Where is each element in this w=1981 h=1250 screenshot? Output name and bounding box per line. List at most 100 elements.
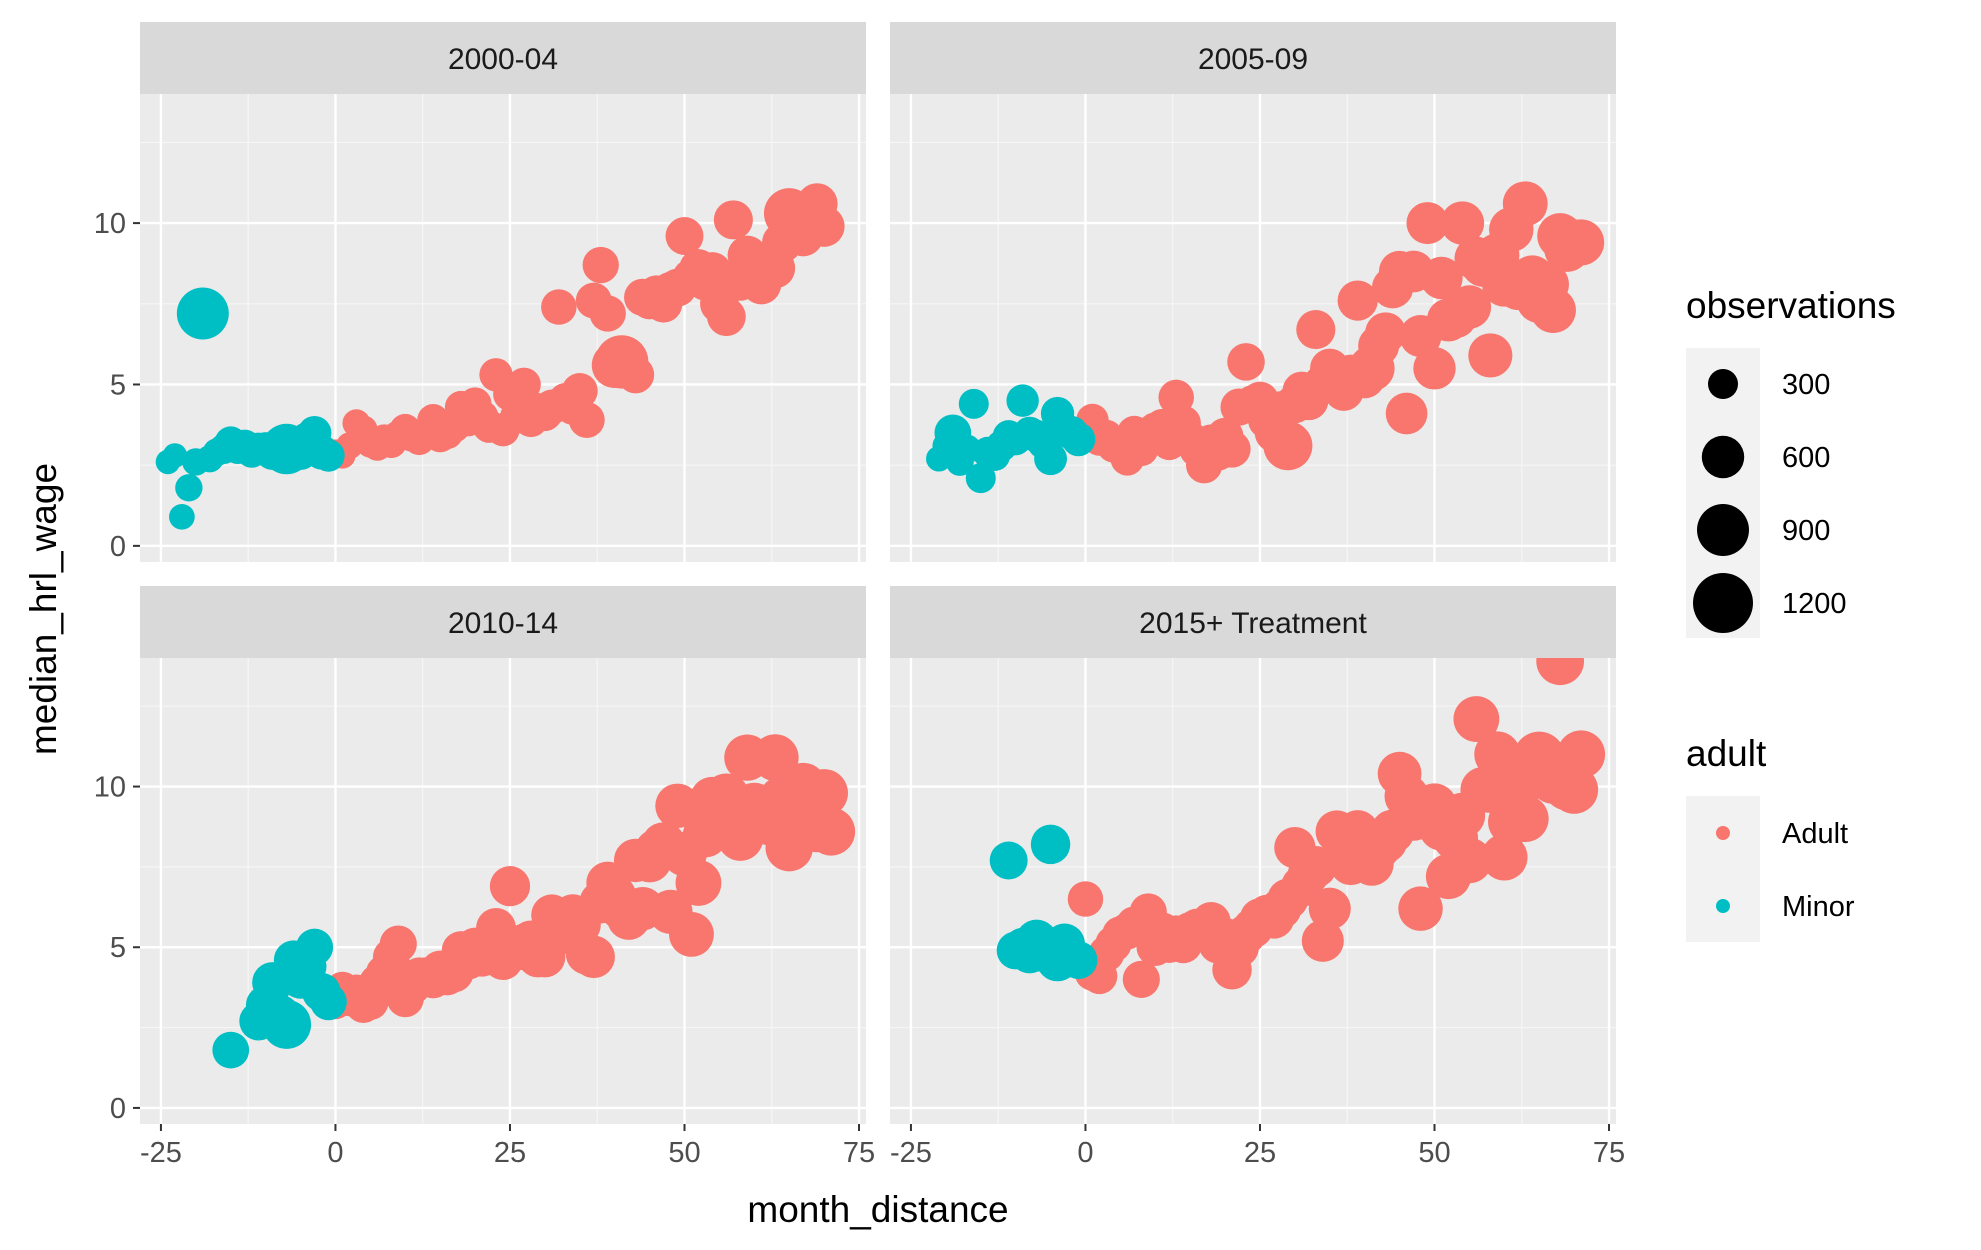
- y-tick-label: 5: [110, 369, 126, 401]
- data-point-minor: [175, 474, 203, 502]
- facet-strip-title: 2010-14: [448, 607, 558, 640]
- data-point-minor: [169, 503, 195, 530]
- data-point-adult: [1536, 658, 1585, 686]
- data-point-adult: [1453, 696, 1500, 742]
- data-point-minor: [958, 388, 989, 419]
- data-point-adult: [1301, 919, 1344, 962]
- facet-strip: [140, 586, 866, 658]
- facet-strip: [890, 22, 1616, 94]
- data-point-adult: [1447, 285, 1492, 329]
- size-legend-swatch: [1693, 573, 1753, 633]
- data-point-adult: [1227, 343, 1265, 381]
- data-point-adult: [669, 911, 714, 957]
- data-point-adult: [1263, 421, 1313, 471]
- color-legend: adult Adult Minor: [1686, 733, 1855, 942]
- data-point-minor: [965, 463, 996, 494]
- data-point-adult: [1122, 960, 1160, 998]
- data-point-adult: [1501, 795, 1549, 843]
- color-legend-title: adult: [1686, 733, 1767, 774]
- size-legend-title: observations: [1686, 285, 1896, 326]
- data-point-adult: [675, 860, 722, 906]
- size-legend: observations 300 600 900 1200: [1686, 285, 1896, 638]
- data-point-minor: [162, 443, 188, 468]
- y-axis-title: median_hrl_wage: [23, 463, 64, 755]
- data-point-adult: [1308, 887, 1351, 930]
- data-point-adult: [1067, 881, 1104, 917]
- facet-panel-4: 2015+ Treatment -25 0 25 50 75: [890, 586, 1625, 1169]
- color-legend-key-background: [1686, 796, 1760, 942]
- color-legend-label: Adult: [1782, 818, 1848, 850]
- data-point-adult: [803, 205, 845, 247]
- panel-background: [890, 94, 1616, 562]
- x-tick-label: 75: [1593, 1137, 1625, 1169]
- y-tick-label: 5: [110, 932, 126, 964]
- size-legend-label: 300: [1782, 369, 1830, 401]
- panel-points: [926, 181, 1605, 494]
- data-point-adult: [1398, 886, 1443, 931]
- data-point-minor: [212, 1031, 250, 1069]
- color-legend-label: Minor: [1782, 891, 1855, 923]
- size-legend-label: 900: [1782, 515, 1830, 547]
- data-point-adult: [1558, 219, 1605, 266]
- data-point-adult: [807, 807, 856, 856]
- data-point-minor: [1006, 384, 1039, 417]
- data-point-minor: [312, 439, 345, 472]
- data-point-adult: [589, 295, 626, 332]
- size-legend-swatch: [1708, 369, 1738, 399]
- x-tick-label: 0: [327, 1137, 343, 1169]
- facet-panel-1: 2000-04 0 5 10: [94, 22, 866, 563]
- panel-background: [890, 658, 1616, 1124]
- data-point-adult: [582, 246, 619, 284]
- data-point-adult: [1365, 312, 1407, 354]
- y-tick-label: 0: [110, 1093, 126, 1125]
- data-point-adult: [572, 935, 615, 979]
- color-legend-swatch-minor: [1716, 899, 1730, 913]
- data-point-adult: [1481, 834, 1528, 881]
- data-point-adult: [1337, 280, 1378, 321]
- panel-points: [989, 658, 1606, 998]
- x-tick-label: 0: [1077, 1137, 1093, 1169]
- data-point-adult: [379, 925, 417, 963]
- data-point-minor: [262, 999, 312, 1049]
- panel-points: [155, 183, 845, 530]
- facet-strip: [890, 586, 1616, 658]
- size-legend-swatch: [1697, 504, 1749, 556]
- data-point-adult: [617, 356, 655, 394]
- facet-strip-title: 2005-09: [1198, 43, 1308, 76]
- data-point-adult: [541, 289, 577, 325]
- data-point-adult: [1502, 181, 1548, 227]
- data-point-minor: [989, 841, 1028, 880]
- data-point-adult: [665, 217, 704, 255]
- x-axis-title: month_distance: [747, 1189, 1008, 1230]
- facet-strip-title: 2015+ Treatment: [1139, 607, 1367, 640]
- facet-panel-2: 2005-09: [890, 22, 1616, 562]
- data-point-minor: [1061, 422, 1096, 457]
- x-tick-label: 25: [494, 1137, 526, 1169]
- x-tick-label: -25: [890, 1137, 932, 1169]
- size-legend-label: 600: [1782, 442, 1830, 474]
- data-point-adult: [800, 769, 848, 817]
- data-point-adult: [1446, 837, 1493, 884]
- data-point-adult: [1440, 201, 1485, 245]
- data-point-adult: [655, 783, 700, 829]
- data-point-adult: [1406, 202, 1449, 245]
- facet-panel-3: 2010-14 0 5 10 -25 0 25 50 75: [94, 586, 875, 1169]
- x-tick-label: 25: [1244, 1137, 1276, 1169]
- data-point-adult: [1530, 287, 1576, 333]
- facet-strip: [140, 22, 866, 94]
- size-legend-swatch: [1701, 435, 1745, 479]
- data-point-adult: [713, 200, 753, 240]
- x-tick-label: -25: [140, 1137, 182, 1169]
- data-point-minor: [1030, 824, 1071, 865]
- data-point-adult: [1557, 730, 1606, 779]
- data-point-adult: [507, 367, 541, 402]
- data-point-minor: [310, 983, 347, 1021]
- data-point-adult: [707, 297, 746, 337]
- data-point-minor: [176, 287, 229, 340]
- data-point-adult: [1213, 430, 1251, 468]
- data-point-minor: [1034, 442, 1067, 476]
- size-legend-label: 1200: [1782, 588, 1847, 620]
- data-point-adult: [1385, 392, 1428, 435]
- y-tick-label: 10: [94, 772, 126, 804]
